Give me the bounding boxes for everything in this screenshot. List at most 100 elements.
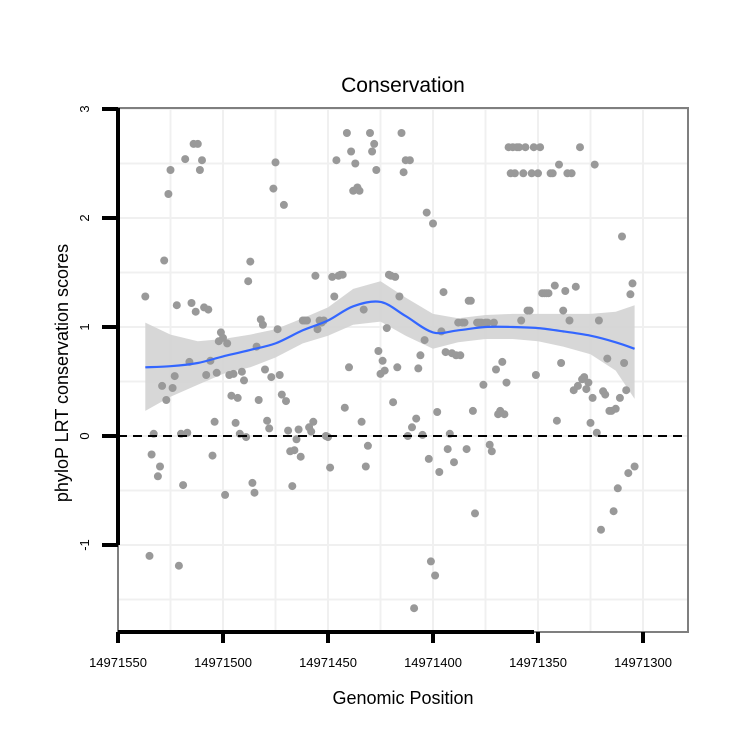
data-point bbox=[261, 365, 269, 374]
data-point bbox=[443, 445, 452, 454]
data-point bbox=[489, 318, 498, 327]
data-point bbox=[153, 472, 162, 481]
data-point bbox=[332, 156, 341, 165]
data-point bbox=[267, 373, 276, 382]
data-point bbox=[258, 320, 267, 329]
data-point bbox=[181, 155, 190, 164]
data-point bbox=[345, 363, 353, 372]
data-point bbox=[355, 186, 364, 195]
data-point bbox=[219, 333, 227, 342]
data-point bbox=[618, 232, 626, 241]
data-point bbox=[221, 490, 230, 499]
data-point bbox=[208, 451, 217, 460]
data-point bbox=[483, 318, 492, 327]
data-point bbox=[250, 488, 259, 497]
data-point bbox=[485, 440, 494, 449]
data-point bbox=[363, 441, 372, 450]
data-point bbox=[174, 561, 183, 570]
data-point bbox=[271, 158, 280, 167]
data-point bbox=[156, 462, 164, 471]
data-point bbox=[536, 143, 545, 152]
data-point bbox=[498, 357, 507, 366]
data-point bbox=[611, 404, 620, 413]
data-point bbox=[395, 292, 404, 301]
data-point bbox=[168, 384, 177, 392]
data-point bbox=[437, 327, 446, 336]
data-point bbox=[519, 169, 528, 178]
y-tick-label: -1 bbox=[77, 539, 92, 551]
data-point bbox=[162, 396, 171, 404]
data-point bbox=[431, 571, 440, 580]
y-axis-title: phyloP LRT conservation scores bbox=[52, 244, 72, 502]
data-point bbox=[292, 435, 301, 444]
data-point bbox=[557, 359, 566, 367]
data-point bbox=[309, 417, 318, 426]
data-point bbox=[279, 200, 288, 209]
data-point bbox=[198, 156, 206, 165]
data-point bbox=[414, 364, 423, 373]
data-point bbox=[351, 159, 360, 168]
data-point bbox=[233, 393, 242, 402]
data-point bbox=[273, 325, 282, 334]
data-point bbox=[141, 292, 150, 301]
confidence-band-area bbox=[145, 281, 635, 411]
data-point bbox=[229, 369, 238, 378]
data-point bbox=[565, 316, 574, 325]
data-point bbox=[571, 282, 580, 291]
data-point bbox=[597, 525, 605, 534]
data-point bbox=[515, 143, 524, 152]
data-point bbox=[328, 272, 337, 281]
data-point bbox=[296, 452, 305, 461]
data-point bbox=[586, 418, 595, 427]
data-point bbox=[269, 184, 278, 193]
data-point bbox=[462, 445, 471, 454]
data-point bbox=[246, 257, 255, 266]
data-point bbox=[550, 281, 559, 290]
data-point bbox=[582, 385, 591, 394]
data-point bbox=[378, 356, 387, 365]
data-point bbox=[231, 418, 240, 427]
data-point bbox=[456, 351, 465, 360]
x-axis: 14971550 14971500 14971450 14971400 14971350… bbox=[89, 630, 672, 670]
data-point bbox=[479, 380, 488, 389]
data-point bbox=[500, 410, 509, 419]
data-point bbox=[347, 147, 356, 156]
data-point bbox=[338, 270, 347, 279]
data-point bbox=[307, 427, 316, 436]
data-point bbox=[534, 169, 542, 178]
data-point bbox=[601, 390, 610, 399]
y-tick-label: 1 bbox=[77, 323, 92, 330]
data-point bbox=[368, 147, 377, 156]
data-point bbox=[294, 425, 303, 434]
data-point bbox=[548, 169, 557, 178]
data-point bbox=[410, 604, 419, 613]
y-tick-label: 0 bbox=[77, 432, 92, 439]
data-point bbox=[435, 468, 444, 476]
data-point bbox=[613, 484, 622, 493]
data-point bbox=[531, 371, 540, 379]
data-point bbox=[160, 256, 169, 265]
data-point bbox=[393, 363, 402, 372]
data-point bbox=[416, 351, 425, 360]
data-point bbox=[412, 414, 421, 423]
data-point bbox=[399, 168, 408, 177]
data-point bbox=[254, 396, 263, 404]
data-point bbox=[521, 143, 530, 152]
data-point bbox=[342, 129, 351, 137]
data-point bbox=[372, 166, 381, 174]
data-point bbox=[370, 139, 379, 148]
x-tick-label: 14971350 bbox=[509, 655, 567, 670]
data-point bbox=[324, 433, 332, 442]
x-tick-label: 14971550 bbox=[89, 655, 147, 670]
data-point bbox=[561, 287, 570, 295]
x-tick-label: 14971500 bbox=[194, 655, 252, 670]
data-point bbox=[195, 166, 204, 174]
data-point bbox=[588, 393, 597, 402]
data-point bbox=[204, 305, 213, 314]
data-point bbox=[567, 169, 576, 178]
data-point bbox=[573, 381, 582, 390]
data-point bbox=[191, 307, 200, 316]
data-point bbox=[433, 408, 442, 416]
data-point bbox=[424, 454, 433, 463]
data-point bbox=[290, 446, 299, 455]
